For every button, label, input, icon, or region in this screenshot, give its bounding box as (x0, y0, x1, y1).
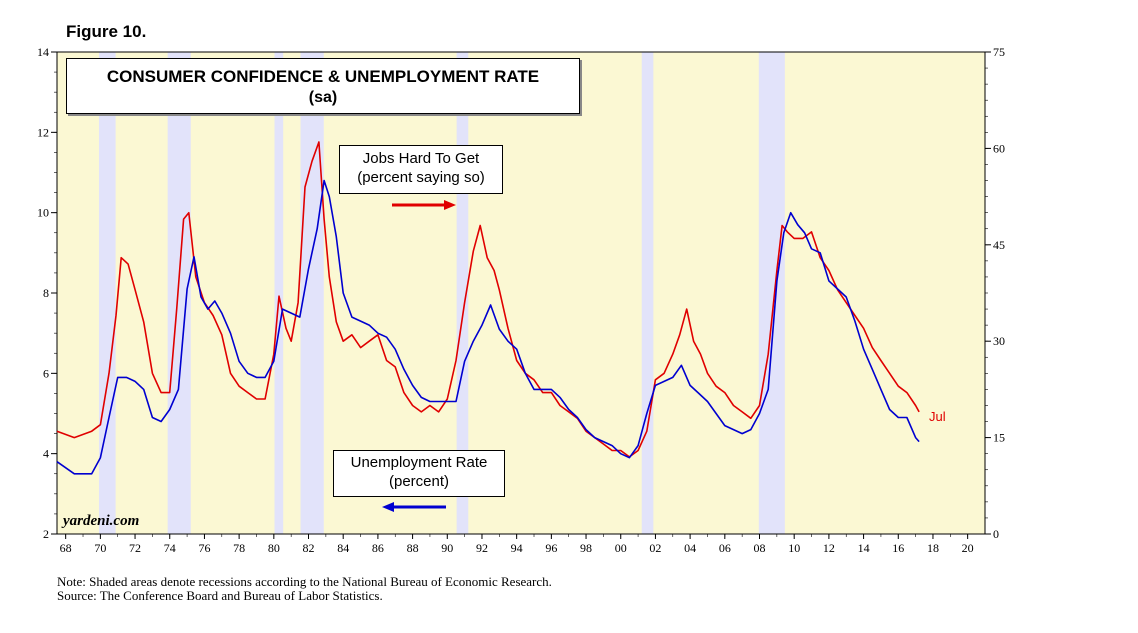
x-tick-label: 12 (823, 541, 835, 555)
watermark: yardeni.com (63, 513, 140, 529)
x-tick-label: 06 (719, 541, 731, 555)
y-left-tick-label: 8 (43, 286, 49, 300)
x-tick-label: 16 (892, 541, 904, 555)
x-tick-label: 74 (164, 541, 176, 555)
x-tick-label: 20 (962, 541, 974, 555)
legend-jobs-hard-to-get: Jobs Hard To Get (percent saying so) (339, 145, 503, 194)
x-tick-label: 14 (858, 541, 870, 555)
unemployment-rate-line (56, 179, 920, 475)
x-tick-label: 18 (927, 541, 939, 555)
x-tick-label: 84 (337, 541, 349, 555)
y-right-tick-label: 60 (993, 141, 1005, 155)
y-left-tick-label: 10 (37, 206, 49, 220)
jobs-hard-to-get-line (56, 141, 920, 458)
x-tick-label: 92 (476, 541, 488, 555)
x-tick-label: 98 (580, 541, 592, 555)
recession-band-4 (456, 52, 469, 534)
x-tick-label: 80 (268, 541, 280, 555)
unemp-arrow-head (382, 502, 394, 512)
y-right-tick-label: 15 (993, 431, 1005, 445)
x-tick-label: 96 (545, 541, 557, 555)
y-left-tick-label: 14 (37, 45, 49, 59)
recession-band-2 (274, 52, 284, 534)
y-left-tick-label: 6 (43, 366, 49, 380)
plot-background (57, 52, 985, 534)
x-tick-label: 86 (372, 541, 384, 555)
x-tick-label: 78 (233, 541, 245, 555)
recession-band-6 (758, 52, 785, 534)
y-left-tick-label: 4 (43, 447, 49, 461)
chart-notes: Note: Shaded areas denote recessions acc… (57, 575, 552, 603)
x-tick-label: 00 (615, 541, 627, 555)
x-tick-label: 94 (511, 541, 523, 555)
x-tick-label: 04 (684, 541, 696, 555)
x-tick-label: 82 (303, 541, 315, 555)
x-tick-label: 10 (788, 541, 800, 555)
x-tick-label: 72 (129, 541, 141, 555)
y-right-tick-label: 45 (993, 238, 1005, 252)
recession-band-5 (641, 52, 654, 534)
chart-title-box: CONSUMER CONFIDENCE & UNEMPLOYMENT RATE … (66, 58, 580, 114)
legend-unemployment-rate: Unemployment Rate (percent) (333, 450, 505, 497)
x-tick-label: 70 (94, 541, 106, 555)
y-right-tick-label: 75 (993, 45, 1005, 59)
y-right-tick-label: 30 (993, 334, 1005, 348)
x-tick-label: 02 (649, 541, 661, 555)
jobs-arrow-head (444, 200, 456, 210)
y-right-tick-label: 0 (993, 527, 999, 541)
note-text: Note: Shaded areas denote recessions acc… (57, 574, 552, 589)
chart-title: CONSUMER CONFIDENCE & UNEMPLOYMENT RATE (106, 67, 540, 86)
x-tick-label: 88 (407, 541, 419, 555)
recession-band-0 (98, 52, 116, 534)
x-tick-label: 08 (754, 541, 766, 555)
legend-unemp-line2: (percent) (388, 473, 450, 490)
last-point-label: Jul (929, 409, 946, 424)
legend-jobs-line2: (percent saying so) (357, 169, 485, 186)
y-left-tick-label: 12 (37, 125, 49, 139)
chart-subtitle: (sa) (308, 89, 338, 106)
source-text: Source: The Conference Board and Bureau … (57, 588, 383, 603)
recession-band-3 (300, 52, 324, 534)
x-tick-label: 68 (60, 541, 72, 555)
figure-label: Figure 10. (66, 22, 147, 41)
legend-unemp-line1: Unemployment Rate (350, 454, 488, 471)
x-tick-label: 90 (441, 541, 453, 555)
recession-band-1 (167, 52, 191, 534)
legend-jobs-line1: Jobs Hard To Get (362, 150, 480, 167)
x-tick-label: 76 (198, 541, 210, 555)
y-left-tick-label: 2 (43, 527, 49, 541)
